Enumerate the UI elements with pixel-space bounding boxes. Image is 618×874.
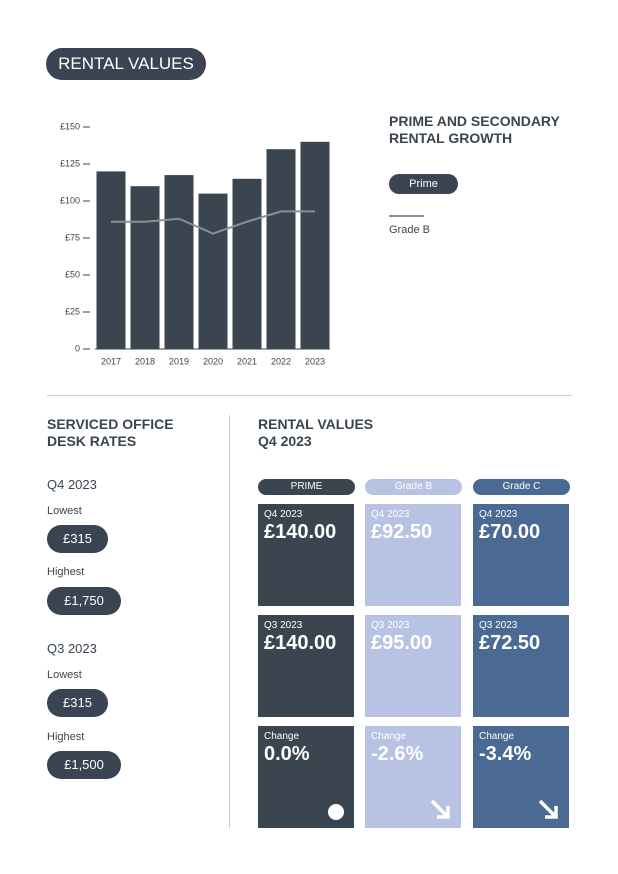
- cell-value: £95.00: [371, 632, 433, 654]
- trend-icon: [328, 804, 344, 820]
- period: Q3 2023: [47, 641, 97, 656]
- icon: [430, 799, 450, 819]
- legend-title: PRIME AND SECONDARY RENTAL GROWTH: [389, 113, 560, 146]
- section-title: SERVICED OFFICE DESK RATES: [47, 416, 174, 449]
- column-header: Grade C: [473, 479, 570, 495]
- y-tick-label: £150: [60, 121, 80, 131]
- bar: [266, 149, 296, 349]
- period: Q4 2023: [47, 477, 97, 492]
- rate: £1,750: [47, 587, 121, 615]
- y-tick-label: £100: [60, 195, 80, 205]
- bar: [198, 193, 228, 349]
- y-tick-label: £50: [65, 269, 80, 279]
- value-cell: Q3 2023 £72.50: [473, 615, 569, 717]
- cell-label: Q4 2023: [479, 509, 518, 520]
- section-title: RENTAL VALUES Q4 2023: [258, 416, 374, 449]
- value-cell: Q3 2023 £95.00: [365, 615, 461, 717]
- x-tick-label: 2022: [271, 356, 291, 366]
- line: [111, 210, 315, 235]
- bar: [96, 171, 126, 349]
- header-title: RENTAL VALUES: [46, 48, 206, 80]
- cell-value: £140.00: [264, 521, 337, 543]
- value-cell: Q3 2023 £140.00: [258, 615, 354, 717]
- label: Lowest: [47, 505, 82, 517]
- cell-value: £72.50: [479, 632, 541, 654]
- cell-value: -2.6%: [371, 743, 424, 765]
- rate: £315: [47, 689, 108, 717]
- rate: £315: [47, 525, 108, 553]
- cell-label: Change: [371, 731, 407, 742]
- cell-label: Q3 2023: [371, 620, 410, 631]
- value-cell: Q4 2023 £92.50: [365, 504, 461, 606]
- x-tick-label: 2020: [203, 356, 223, 366]
- icon: [538, 799, 558, 819]
- bar: [164, 175, 194, 349]
- cell-value: -3.4%: [479, 743, 532, 765]
- cell-value: 0.0%: [264, 743, 310, 765]
- icon: [328, 804, 344, 820]
- cell-label: Q3 2023: [264, 620, 303, 631]
- rate: £1,500: [47, 751, 121, 779]
- value-cell: Q4 2023 £70.00: [473, 504, 569, 606]
- bar: [232, 178, 262, 349]
- x-tick-label: 2018: [135, 356, 155, 366]
- label: Lowest: [47, 669, 82, 681]
- legend-swatch: [389, 215, 424, 217]
- value-cell: Change 0.0%: [258, 726, 354, 828]
- x-tick-label: 2017: [101, 356, 121, 366]
- value-cell: Q4 2023 £140.00: [258, 504, 354, 606]
- value-cell: Change -2.6%: [365, 726, 461, 828]
- cell-label: Q3 2023: [479, 620, 518, 631]
- cell-value: £140.00: [264, 632, 337, 654]
- x-tick-label: 2023: [305, 356, 325, 366]
- value-cell: Change -3.4%: [473, 726, 569, 828]
- y-tick-label: 0: [75, 343, 80, 353]
- trend-icon: [430, 799, 450, 819]
- x-tick-label: 2021: [237, 356, 257, 366]
- y-tick-label: £75: [65, 232, 80, 242]
- trend-icon: [538, 799, 558, 819]
- cell-value: £92.50: [371, 521, 433, 543]
- column-header: PRIME: [258, 479, 355, 495]
- cell-label: Change: [264, 731, 300, 742]
- bar: [130, 186, 160, 349]
- cell-label: Q4 2023: [264, 509, 303, 520]
- chart: 0 £25 £50 £75 £100 £125 £150 2017 2018 2019 2020 20…: [60, 121, 330, 366]
- label: Highest: [47, 566, 85, 578]
- label: Highest: [47, 731, 85, 743]
- divider: [47, 395, 572, 396]
- cell-label: Change: [479, 731, 515, 742]
- x-tick-label: 2019: [169, 356, 189, 366]
- cell-value: £70.00: [479, 521, 541, 543]
- cell-label: Q4 2023: [371, 509, 410, 520]
- divider: [229, 415, 230, 828]
- column-header: Grade B: [365, 479, 462, 495]
- bar: [300, 141, 330, 349]
- y-tick-label: £125: [60, 158, 80, 168]
- legend-entry: Prime: [389, 174, 458, 194]
- y-tick-label: £25: [65, 306, 80, 316]
- legend-entry: Grade B: [389, 224, 430, 236]
